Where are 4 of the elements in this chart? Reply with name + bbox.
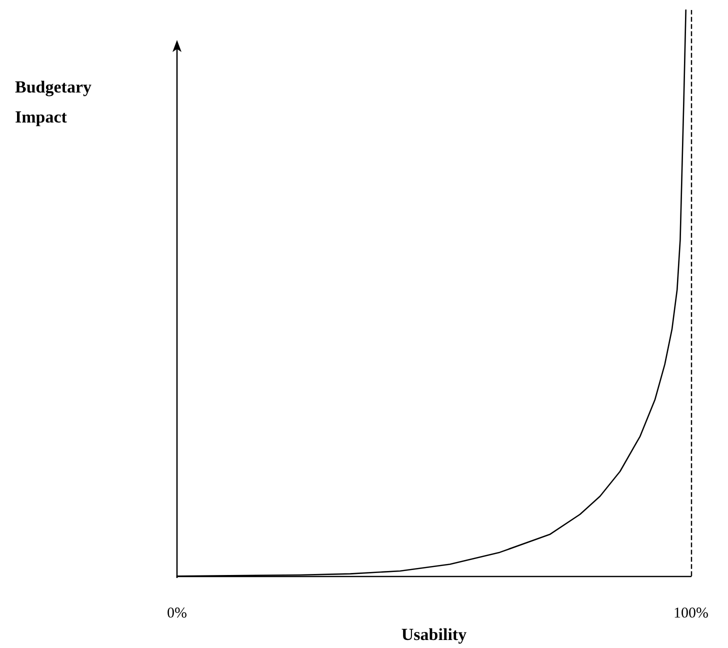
x-axis-title: Usability — [401, 625, 468, 644]
x-tick-label: 100% — [674, 606, 708, 622]
x-tick-label: 0% — [167, 606, 187, 622]
y-axis-title: Budgetary Impact — [15, 78, 92, 126]
